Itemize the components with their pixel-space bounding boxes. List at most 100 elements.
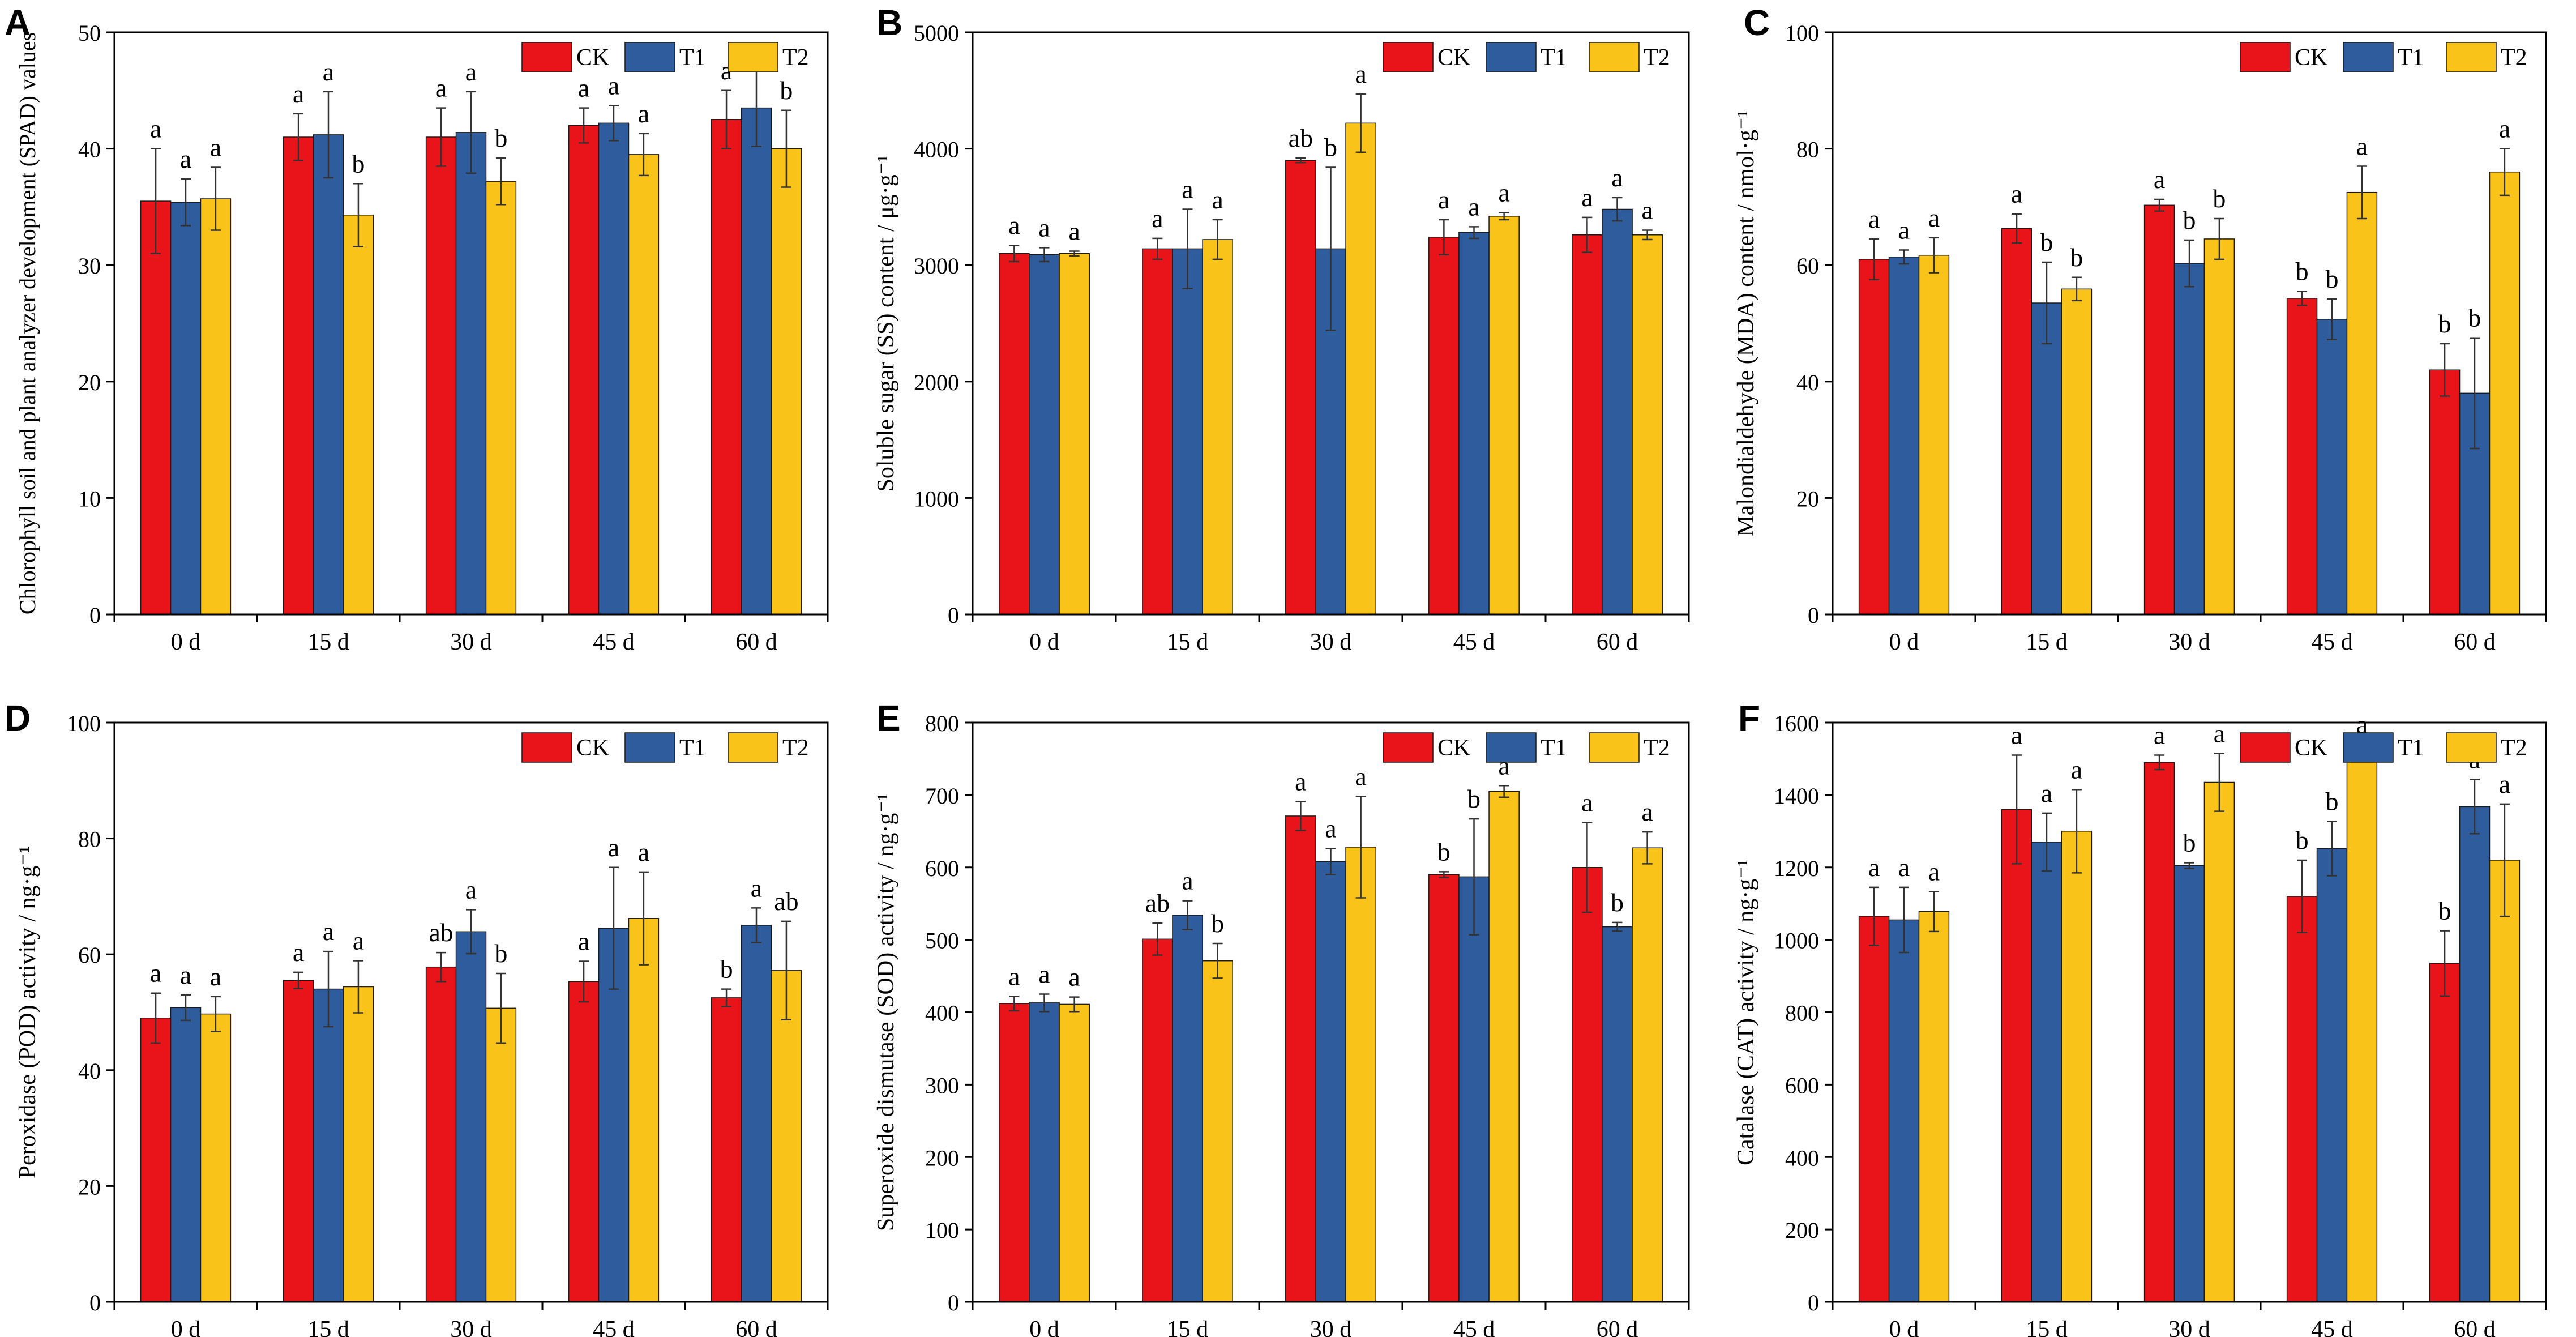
legend-label-ck: CK <box>576 735 609 761</box>
bar-t1-45d <box>1458 876 1490 1302</box>
significance-letter: a <box>578 74 589 102</box>
significance-letter: a <box>2499 114 2510 143</box>
significance-letter: b <box>494 939 507 968</box>
significance-letter: a <box>1868 204 1880 233</box>
x-tick-label: 0 d <box>1889 629 1919 655</box>
y-tick-label: 2000 <box>914 370 959 395</box>
y-tick-label: 40 <box>78 1058 101 1084</box>
y-tick-label: 0 <box>948 1290 959 1315</box>
bar-t1-0d <box>1888 257 1920 615</box>
legend-swatch-t2 <box>2446 42 2497 72</box>
x-tick-label: 15 d <box>1167 629 1209 655</box>
significance-letter: a <box>1898 215 1910 244</box>
bar-t2-0d <box>1918 254 1950 615</box>
plot-frame <box>972 31 1690 616</box>
significance-letter: a <box>210 133 221 161</box>
legend-swatch-t1 <box>624 732 675 763</box>
legend-label-t1: T1 <box>1541 735 1567 761</box>
x-tick-label: 30 d <box>2168 629 2210 655</box>
x-tick-label: 30 d <box>450 629 492 655</box>
y-tick-label: 40 <box>78 137 101 163</box>
y-tick-label: 4000 <box>914 137 959 163</box>
y-tick-label: 3000 <box>914 253 959 279</box>
legend-label-t2: T2 <box>1644 45 1670 71</box>
significance-letter: b <box>1211 909 1224 938</box>
significance-letter: ab <box>774 887 798 916</box>
bar-ck-45d <box>1428 237 1460 615</box>
x-tick-label: 15 d <box>2026 629 2068 655</box>
bar-t2-30d <box>2203 238 2235 615</box>
significance-letter: b <box>2040 228 2053 257</box>
significance-letter: a <box>2356 131 2368 160</box>
significance-letter: a <box>578 926 589 955</box>
significance-letter: a <box>1928 203 1940 232</box>
x-tick-label: 0 d <box>1029 1317 1059 1337</box>
significance-letter: a <box>1641 797 1653 826</box>
y-tick-label: 10 <box>78 486 101 511</box>
bar-t1-0d <box>1029 1002 1060 1302</box>
x-tick-label: 30 d <box>450 1317 492 1337</box>
significance-letter: b <box>780 76 793 105</box>
y-tick-label: 100 <box>67 711 101 736</box>
legend-label-t2: T2 <box>1644 735 1670 761</box>
bar-t1-15d <box>2031 302 2062 615</box>
significance-letter: b <box>2326 264 2339 293</box>
legend-swatch-ck <box>521 732 572 763</box>
significance-letter: b <box>1437 837 1450 866</box>
legend-swatch-t2 <box>1589 42 1640 72</box>
bar-t1-30d <box>455 132 487 615</box>
x-tick-label: 60 d <box>2454 629 2496 655</box>
y-tick-label: 1000 <box>914 486 959 511</box>
bar-ck-45d <box>2286 896 2318 1302</box>
bar-ck-15d <box>2001 228 2032 615</box>
y-axis-label: Soluble sugar (SS) content / μg·g⁻¹ <box>873 155 899 492</box>
bar-t1-30d <box>455 931 487 1302</box>
bar-t1-45d <box>598 122 630 615</box>
legend-swatch-t1 <box>1486 732 1537 763</box>
significance-letter: b <box>720 955 733 984</box>
y-tick-label: 20 <box>78 370 101 395</box>
bar-ck-0d <box>999 1003 1030 1302</box>
bar-t2-15d <box>1202 239 1233 615</box>
legend-swatch-t1 <box>2343 42 2394 72</box>
bar-t2-30d <box>1345 122 1376 615</box>
y-tick-label: 600 <box>1785 1073 1819 1098</box>
bar-t1-15d <box>313 988 344 1302</box>
bar-t2-45d <box>1488 216 1520 615</box>
bar-t1-60d <box>741 925 772 1302</box>
bar-t1-0d <box>1029 254 1060 615</box>
bar-t2-0d <box>1059 1003 1090 1302</box>
y-tick-label: 80 <box>1796 137 1819 163</box>
legend-label-t1: T1 <box>679 45 706 71</box>
bar-ck-30d <box>1285 160 1316 615</box>
panel-a: Aaaaaaaaaaaabbab010203040500 d15 d30 d45… <box>5 2 829 655</box>
legend-label-ck: CK <box>2295 45 2327 71</box>
bar-ck-30d <box>425 966 457 1302</box>
legend-swatch-t1 <box>2343 732 2394 763</box>
significance-letter: a <box>1611 163 1623 192</box>
significance-letter: a <box>638 838 649 866</box>
bar-t1-45d <box>598 928 630 1302</box>
legend-swatch-ck <box>1383 42 1434 72</box>
significance-letter: a <box>180 144 191 173</box>
y-tick-label: 600 <box>925 856 959 881</box>
bar-t2-15d <box>343 215 374 615</box>
significance-letter: a <box>751 873 762 902</box>
y-tick-label: 0 <box>89 603 101 628</box>
bar-ck-45d <box>2286 298 2318 615</box>
bar-t2-60d <box>1632 847 1663 1302</box>
bar-t2-15d <box>343 986 374 1302</box>
significance-letter: a <box>1008 211 1020 240</box>
bar-t2-45d <box>2346 751 2378 1302</box>
y-tick-label: 500 <box>925 928 959 954</box>
y-tick-label: 60 <box>78 942 101 968</box>
bar-t2-60d <box>2489 860 2521 1302</box>
bar-ck-15d <box>1142 938 1173 1302</box>
significance-letter: a <box>435 74 447 102</box>
bar-ck-30d <box>1285 815 1316 1302</box>
legend-label-t1: T1 <box>679 735 706 761</box>
bar-t2-45d <box>628 154 660 615</box>
bar-t2-45d <box>628 918 660 1302</box>
